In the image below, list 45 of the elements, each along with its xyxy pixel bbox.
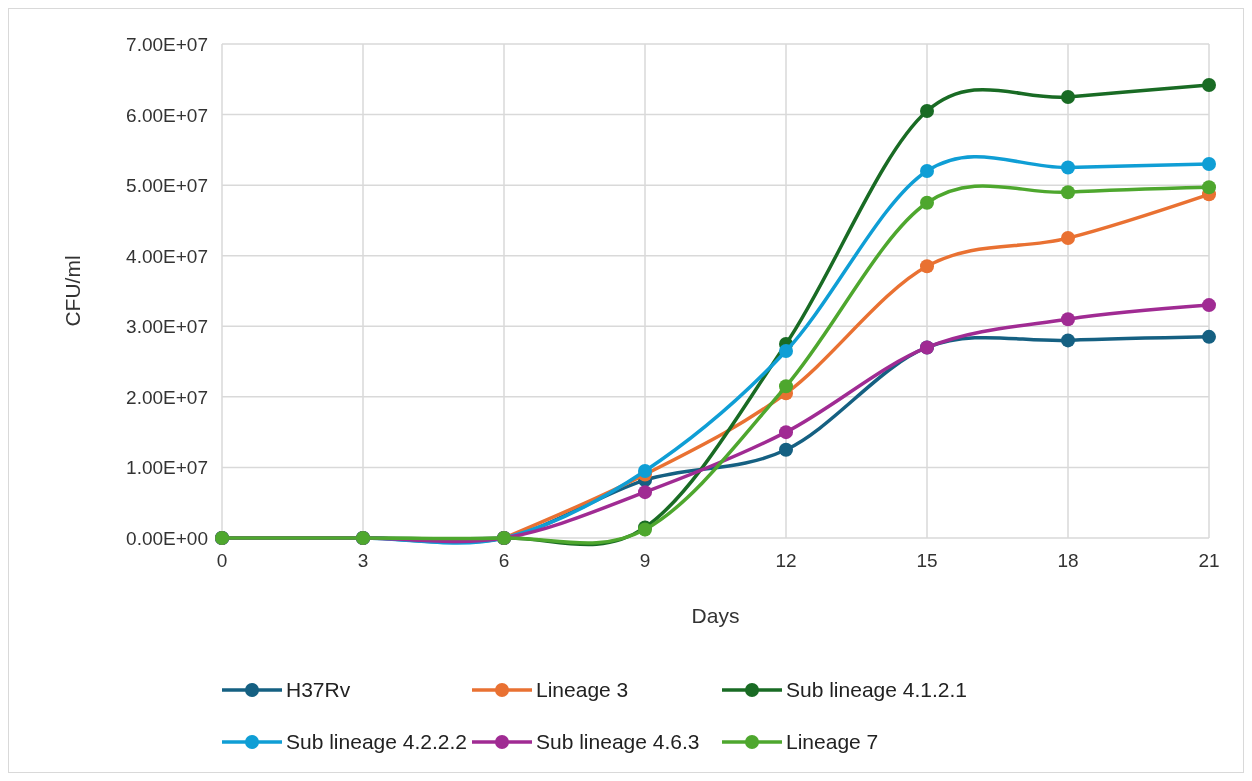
point xyxy=(1202,298,1216,313)
point xyxy=(1061,231,1075,246)
point xyxy=(920,164,934,179)
point xyxy=(1061,160,1075,175)
point xyxy=(920,259,934,274)
legend-label: H37Rv xyxy=(286,678,351,701)
x-tick-label: 0 xyxy=(216,550,228,571)
legend-label: Lineage 3 xyxy=(536,678,629,701)
x-tick-label: 18 xyxy=(1057,550,1079,571)
legend-label: Sub lineage 4.2.2.2 xyxy=(286,730,467,753)
y-tick-label: 7.00E+07 xyxy=(126,34,208,55)
point xyxy=(1061,185,1075,200)
x-tick-label: 21 xyxy=(1198,550,1220,571)
point xyxy=(779,379,793,394)
point xyxy=(779,425,793,440)
x-axis-title: Days xyxy=(691,604,740,627)
x-tick-label: 9 xyxy=(639,550,651,571)
point xyxy=(638,463,652,478)
legend-label: Sub lineage 4.1.2.1 xyxy=(786,678,967,701)
x-tick-label: 15 xyxy=(916,550,938,571)
point xyxy=(920,104,934,119)
y-axis-title: CFU/ml xyxy=(61,255,84,327)
point xyxy=(1061,333,1075,348)
point xyxy=(779,442,793,457)
legend-label: Lineage 7 xyxy=(786,730,879,753)
point xyxy=(1202,77,1216,92)
y-tick-label: 3.00E+07 xyxy=(126,316,208,338)
point xyxy=(779,343,793,358)
point xyxy=(638,485,652,500)
x-tick-label: 12 xyxy=(775,550,797,571)
y-tick-label: 5.00E+07 xyxy=(126,175,208,197)
point xyxy=(1061,89,1075,104)
point xyxy=(1202,329,1216,344)
y-tick-label: 1.00E+07 xyxy=(126,457,208,479)
y-tick-label: 6.00E+07 xyxy=(126,104,208,126)
point xyxy=(1202,156,1216,171)
point xyxy=(1061,312,1075,327)
y-tick-label: 4.00E+07 xyxy=(126,245,208,267)
legend-label: Sub lineage 4.6.3 xyxy=(536,730,700,753)
point xyxy=(1202,180,1216,195)
x-tick-label: 3 xyxy=(357,550,369,571)
y-tick-label: 0.00E+00 xyxy=(126,528,208,549)
y-tick-label: 2.00E+07 xyxy=(126,386,208,408)
point xyxy=(920,195,934,210)
x-tick-label: 6 xyxy=(498,550,510,571)
